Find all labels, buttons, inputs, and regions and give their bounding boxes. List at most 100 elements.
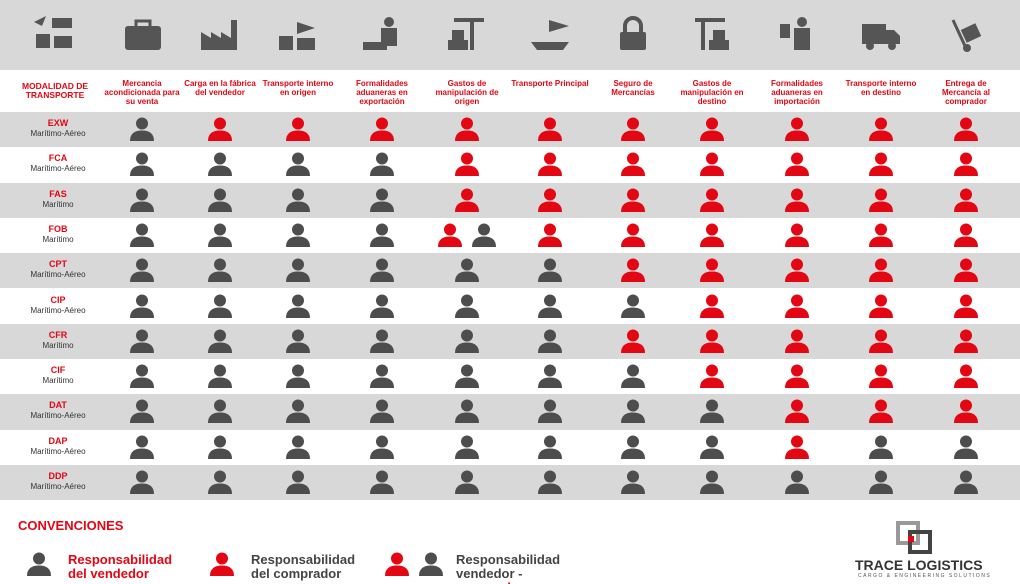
person-icon bbox=[370, 152, 394, 177]
column-icon bbox=[951, 19, 982, 52]
person-icon bbox=[869, 364, 893, 389]
person-icon bbox=[954, 329, 978, 353]
person-icon bbox=[785, 223, 809, 247]
person-icon bbox=[130, 117, 154, 141]
person-icon bbox=[455, 188, 479, 212]
legend-text: Responsabilidad del vendedor bbox=[68, 552, 173, 581]
column-header: Formalidades aduaneras en exportación bbox=[355, 79, 408, 106]
person-icon bbox=[785, 329, 809, 353]
person-icon bbox=[621, 470, 645, 494]
person-icon bbox=[869, 294, 893, 318]
person-icon bbox=[455, 399, 479, 424]
first-column-header: MODALIDAD DE TRANSPORTE bbox=[21, 81, 89, 100]
person-icon bbox=[954, 223, 978, 247]
logo-icon bbox=[896, 521, 932, 554]
person-icon bbox=[869, 258, 893, 283]
logo-name: TRACE LOGISTICS bbox=[855, 557, 983, 573]
person-icon bbox=[370, 188, 394, 212]
legend-text: Responsabilidad del comprador bbox=[251, 552, 356, 581]
person-icon bbox=[700, 258, 724, 283]
incoterm: FCA bbox=[48, 153, 68, 164]
person-icon bbox=[538, 258, 562, 283]
column-icon bbox=[780, 17, 810, 50]
person-icon bbox=[455, 329, 479, 353]
person-icon bbox=[370, 364, 394, 389]
person-icon bbox=[954, 188, 978, 212]
incoterm: CIF bbox=[50, 365, 66, 376]
person-icon bbox=[869, 117, 893, 141]
icon-band bbox=[0, 0, 1020, 70]
column-header: Transporte Principal bbox=[511, 79, 589, 88]
person-icon bbox=[538, 435, 562, 459]
person-icon bbox=[370, 258, 394, 283]
person-icon bbox=[286, 470, 310, 494]
incoterm: EXW bbox=[47, 118, 69, 128]
person-icon bbox=[130, 364, 154, 389]
column-icon bbox=[125, 19, 161, 50]
person-icon bbox=[130, 435, 154, 459]
person-icon bbox=[370, 294, 394, 318]
incoterm: CIP bbox=[50, 294, 66, 305]
person-icon bbox=[538, 399, 562, 424]
person-icon bbox=[286, 258, 310, 283]
person-icon bbox=[286, 435, 310, 459]
incoterm: DDP bbox=[48, 471, 68, 481]
legend-text-red: comprador bbox=[456, 580, 524, 584]
person-icon bbox=[286, 117, 310, 141]
column-icon bbox=[620, 16, 646, 50]
person-icon bbox=[869, 188, 893, 212]
person-icon bbox=[785, 364, 809, 389]
person-icon bbox=[785, 470, 809, 494]
person-icon bbox=[700, 329, 724, 353]
person-icon bbox=[700, 435, 724, 459]
person-icon bbox=[208, 223, 232, 247]
person-icon bbox=[286, 294, 310, 318]
person-icon bbox=[869, 470, 893, 494]
column-icon bbox=[201, 20, 237, 50]
person-icon bbox=[700, 188, 724, 212]
legend-text: Responsabilidad vendedor - bbox=[456, 552, 561, 581]
column-header: Transporte interno en origen bbox=[262, 79, 334, 97]
person-icon bbox=[538, 223, 562, 247]
column-header: Transporte interno en destino bbox=[845, 79, 917, 97]
legend-label: Responsabilidad vendedor - comprador bbox=[456, 553, 586, 584]
person-icon bbox=[370, 329, 394, 353]
person-icon bbox=[954, 258, 978, 283]
row-band bbox=[0, 112, 1020, 148]
legend-label: Responsabilidad del vendedor bbox=[68, 553, 190, 581]
person-icon bbox=[869, 152, 893, 177]
person-icon bbox=[869, 435, 893, 459]
transport-mode: Marítimo-Aéreo bbox=[30, 411, 86, 421]
transport-mode: Marítimo-Aéreo bbox=[30, 305, 86, 315]
transport-mode: Marítimo-Aéreo bbox=[30, 482, 86, 491]
person-icon bbox=[700, 117, 724, 141]
person-icon bbox=[370, 117, 394, 141]
row-band bbox=[0, 465, 1020, 501]
column-icon bbox=[695, 18, 729, 50]
person-icon bbox=[438, 223, 462, 247]
person-icon bbox=[621, 364, 645, 389]
incoterm: CPT bbox=[49, 259, 67, 270]
person-icon bbox=[130, 223, 154, 247]
person-icon bbox=[785, 258, 809, 283]
person-icon bbox=[286, 223, 310, 247]
person-icon bbox=[286, 364, 310, 389]
person-icon bbox=[130, 399, 154, 424]
person-icon bbox=[455, 294, 479, 318]
person-icon bbox=[208, 117, 232, 141]
person-icon bbox=[286, 188, 310, 212]
row-band bbox=[0, 323, 1020, 360]
column-icon bbox=[862, 24, 900, 50]
person-icon bbox=[538, 329, 562, 353]
person-icon bbox=[869, 399, 893, 424]
person-icon bbox=[538, 470, 562, 494]
incoterm: FOB bbox=[48, 223, 68, 234]
person-icon bbox=[419, 552, 443, 576]
person-icon bbox=[621, 329, 645, 353]
person-icon bbox=[869, 223, 893, 247]
transport-mode: Marítimo-Aéreo bbox=[30, 446, 86, 456]
person-icon bbox=[130, 258, 154, 283]
column-header: Seguro de Mercancías bbox=[611, 79, 655, 97]
person-icon bbox=[208, 399, 232, 424]
